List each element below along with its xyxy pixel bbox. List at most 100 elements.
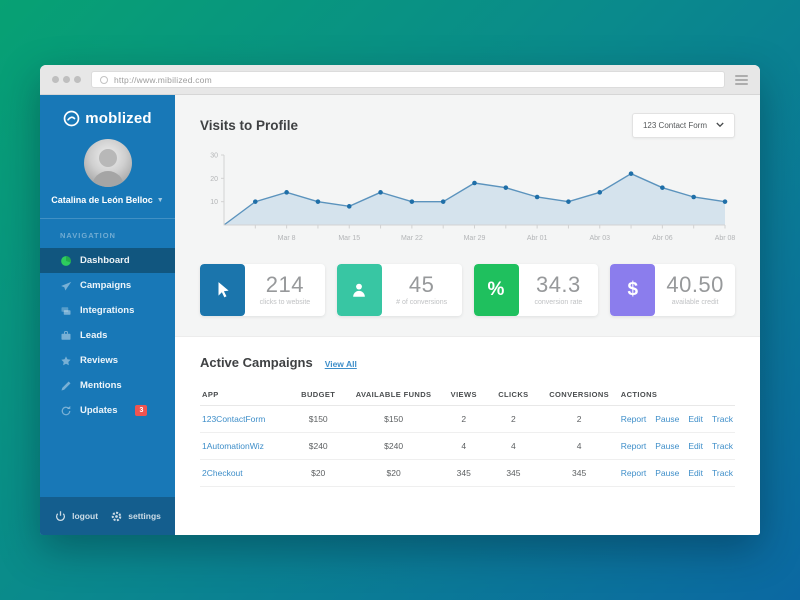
view-all-link[interactable]: View All: [324, 359, 357, 369]
column-header: ACTIONS: [618, 384, 735, 406]
stat-label: clicks to website: [259, 299, 311, 306]
layers-icon: [60, 305, 72, 317]
chevron-down-icon: ▼: [156, 196, 164, 204]
url-text: http://www.mibilized.com: [114, 74, 212, 85]
logout-button[interactable]: logout: [54, 510, 98, 523]
svg-text:30: 30: [210, 153, 218, 160]
browser-menu-icon[interactable]: [735, 74, 748, 85]
column-header: VIEWS: [440, 384, 488, 406]
column-header: CONVERSIONS: [539, 384, 619, 406]
svg-text:Mar 22: Mar 22: [401, 235, 423, 242]
svg-text:Mar 8: Mar 8: [278, 235, 296, 242]
sidebar-item-label: Mentions: [80, 380, 122, 391]
stat-label: conversion rate: [534, 299, 583, 306]
form-filter-dropdown[interactable]: 123 Contact Form: [631, 112, 735, 138]
reload-icon: [100, 75, 108, 84]
svg-text:Abr 08: Abr 08: [715, 235, 735, 242]
action-link-track[interactable]: Track: [712, 468, 733, 478]
nav-list: Dashboard Campaigns Integrations Leads Revie…: [40, 248, 175, 423]
page-title: Visits to Profile: [200, 117, 299, 133]
sidebar-item-updates[interactable]: Updates 3: [40, 398, 175, 423]
table-cell: $150: [346, 405, 441, 433]
table-cell: 2: [487, 405, 540, 433]
sidebar-item-mentions[interactable]: Mentions: [40, 373, 175, 398]
sidebar-item-leads[interactable]: Leads: [40, 323, 175, 348]
app-link[interactable]: 123ContactForm: [202, 414, 266, 424]
pencil-icon: [60, 380, 72, 392]
sidebar-item-label: Campaigns: [80, 280, 132, 291]
sidebar-item-campaigns[interactable]: Campaigns: [40, 273, 175, 298]
logo-text: moblized: [85, 110, 152, 127]
app-logo: moblized: [40, 110, 175, 127]
settings-button[interactable]: settings: [110, 510, 161, 523]
table-row: 1AutomationWiz $240 $240 4 4 4 Report Pause Edit…: [200, 432, 735, 460]
table-cell: $20: [346, 459, 441, 487]
logout-label: logout: [72, 511, 99, 521]
app-shell: moblized Catalina de León Belloc ▼ NAVIG…: [40, 95, 760, 535]
settings-label: settings: [128, 511, 161, 521]
table-cell: 4: [487, 432, 540, 460]
stat-card: $40.50 available credit: [610, 264, 735, 316]
svg-text:Mar 29: Mar 29: [464, 235, 486, 242]
actions-cell: Report Pause Edit Track: [618, 459, 735, 487]
action-link-track[interactable]: Track: [712, 414, 733, 424]
sidebar-item-integrations[interactable]: Integrations: [40, 298, 175, 323]
actions-cell: Report Pause Edit Track: [618, 405, 735, 433]
action-link-pause[interactable]: Pause: [655, 468, 680, 478]
action-link-report[interactable]: Report: [620, 414, 647, 424]
sidebar-item-label: Reviews: [80, 355, 119, 366]
browser-chrome-bar: http://www.mibilized.com: [40, 65, 760, 95]
action-link-edit[interactable]: Edit: [688, 441, 704, 451]
star-icon: [60, 355, 72, 367]
table-header-row: APP BUDGET AVAILABLE FUNDS VIEWS CLICKS CONVE…: [200, 384, 735, 406]
sidebar-item-reviews[interactable]: Reviews: [40, 348, 175, 373]
sidebar-item-dashboard[interactable]: Dashboard: [40, 248, 175, 273]
percent-icon: %: [473, 264, 519, 316]
visits-area-chart: 10 20 30 Mar 8 Mar 15 Mar 22 Mar 29 Abr 01 Abr 0…: [200, 147, 735, 250]
column-header: AVAILABLE FUNDS: [346, 384, 441, 406]
avatar[interactable]: [83, 139, 132, 187]
svg-text:Mar 15: Mar 15: [338, 235, 360, 242]
chevron-down-icon: [716, 122, 724, 128]
dropdown-selected-value: 123 Contact Form: [642, 120, 707, 130]
gear-icon: [110, 510, 123, 523]
sidebar-item-label: Dashboard: [80, 255, 130, 266]
active-campaigns-panel: Active Campaigns View All APP BUDGET AVAIL…: [175, 336, 760, 535]
app-link[interactable]: 1AutomationWiz: [202, 441, 264, 451]
action-link-edit[interactable]: Edit: [688, 414, 704, 424]
action-link-report[interactable]: Report: [620, 468, 647, 478]
stat-cards-row: 214 clicks to website 45 # of conversions% 3…: [200, 264, 735, 316]
column-header: APP: [200, 384, 290, 406]
user-menu[interactable]: Catalina de León Belloc ▼: [51, 195, 163, 205]
column-header: BUDGET: [289, 384, 347, 406]
main-content: Visits to Profile 123 Contact Form 10 20 3…: [175, 95, 760, 535]
sidebar-item-label: Leads: [80, 330, 108, 341]
avatar-silhouette: [91, 149, 124, 187]
column-header: CLICKS: [487, 384, 540, 406]
updates-badge: 3: [135, 405, 148, 416]
action-link-pause[interactable]: Pause: [655, 414, 680, 424]
dollar-icon: $: [610, 264, 656, 316]
stat-value: 40.50: [666, 272, 724, 297]
action-link-report[interactable]: Report: [620, 441, 647, 451]
stat-value: 45: [408, 272, 435, 297]
url-bar[interactable]: http://www.mibilized.com: [91, 71, 725, 88]
stat-label: # of conversions: [396, 299, 448, 306]
stat-label: available credit: [671, 299, 719, 306]
app-link[interactable]: 2Checkout: [202, 468, 243, 478]
svg-text:Abr 06: Abr 06: [652, 235, 673, 242]
nav-section-label: NAVIGATION: [60, 231, 116, 240]
svg-text:Abr 01: Abr 01: [527, 235, 548, 242]
action-link-track[interactable]: Track: [712, 441, 733, 451]
stat-card: % 34.3 conversion rate: [473, 264, 599, 316]
table-cell: $240: [346, 432, 441, 460]
table-cell: 4: [440, 432, 488, 460]
action-link-edit[interactable]: Edit: [688, 468, 704, 478]
window-controls[interactable]: [52, 76, 81, 83]
power-icon: [54, 510, 67, 523]
sidebar: moblized Catalina de León Belloc ▼ NAVIG…: [40, 95, 175, 535]
table-row: 2Checkout $20 $20 345 345 345 Report Pause Edit T…: [200, 459, 735, 487]
action-link-pause[interactable]: Pause: [655, 441, 680, 451]
sidebar-item-label: Integrations: [80, 305, 135, 316]
